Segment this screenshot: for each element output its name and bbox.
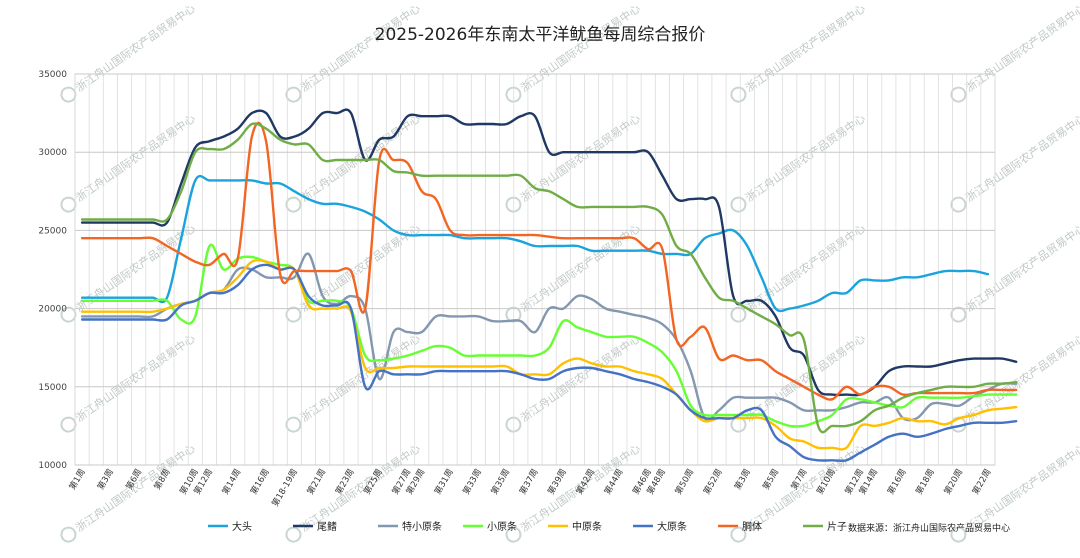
watermark-layer: 浙江舟山国际农产品贸易中心浙江舟山国际农产品贸易中心浙江舟山国际农产品贸易中心浙…	[60, 1, 1080, 543]
x-tick-label: 第14周	[220, 467, 243, 497]
y-tick-label: 30000	[38, 148, 67, 158]
watermark-text: 浙江舟山国际农产品贸易中心	[518, 111, 643, 204]
legend-label: 尾鳍	[317, 520, 337, 533]
series-line-0	[80, 174, 990, 313]
watermark-text: 浙江舟山国际农产品贸易中心	[963, 331, 1080, 424]
watermark-logo-icon	[505, 526, 522, 543]
watermark-logo-icon	[285, 416, 302, 433]
series-line-5	[80, 263, 1018, 463]
watermark-text: 浙江舟山国际农产品贸易中心	[963, 221, 1080, 314]
watermark-text: 浙江舟山国际农产品贸易中心	[298, 111, 423, 204]
watermark-stamp: 浙江舟山国际农产品贸易中心	[505, 111, 643, 213]
watermark-stamp: 浙江舟山国际农产品贸易中心	[505, 1, 643, 103]
watermark-logo-icon	[730, 526, 747, 543]
x-tick-label: 第33周	[461, 467, 484, 497]
watermark-stamp: 浙江舟山国际农产品贸易中心	[730, 1, 868, 103]
series-line-7	[80, 122, 1018, 434]
watermark-text: 浙江舟山国际农产品贸易中心	[518, 1, 643, 94]
y-tick-label: 20000	[38, 305, 67, 315]
watermark-stamp: 浙江舟山国际农产品贸易中心	[60, 1, 198, 103]
watermark-text: 浙江舟山国际农产品贸易中心	[743, 1, 868, 94]
x-tick-label: 第5周	[760, 467, 781, 492]
legend-label: 胴体	[742, 521, 762, 533]
watermark-logo-icon	[285, 526, 302, 543]
series-line-2	[80, 252, 1018, 422]
legend-label: 小原条	[487, 520, 517, 533]
watermark-logo-icon	[60, 196, 77, 213]
watermark-text: 浙江舟山国际农产品贸易中心	[963, 111, 1080, 204]
x-tick-label: 第52周	[701, 467, 724, 497]
grid-layer	[74, 73, 996, 466]
data-source: 数据来源：浙江舟山国际农产品贸易中心	[848, 522, 1010, 534]
x-tick-label: 第16周	[885, 467, 908, 497]
watermark-text: 浙江舟山国际农产品贸易中心	[963, 1, 1080, 94]
x-tick-label: 第18周	[913, 467, 936, 497]
watermark-text: 浙江舟山国际农产品贸易中心	[743, 111, 868, 204]
legend-label: 中原条	[572, 520, 602, 533]
x-tick-label: 第50周	[673, 467, 696, 497]
x-tick-label: 第31周	[432, 467, 455, 497]
x-tick-label: 第20周	[942, 467, 965, 497]
x-tick-label: 第37周	[517, 467, 540, 497]
watermark-stamp: 浙江舟山国际农产品贸易中心	[60, 331, 198, 433]
watermark-logo-icon	[60, 526, 77, 543]
x-tick-label: 第3周	[95, 467, 116, 492]
watermark-stamp: 浙江舟山国际农产品贸易中心	[285, 331, 423, 433]
watermark-text: 浙江舟山国际农产品贸易中心	[73, 331, 198, 424]
y-tick-label: 35000	[38, 70, 67, 80]
x-tick-label: 第3周	[732, 467, 753, 492]
watermark-text: 浙江舟山国际农产品贸易中心	[73, 1, 198, 94]
y-tick-label: 15000	[38, 383, 67, 393]
watermark-stamp: 浙江舟山国际农产品贸易中心	[60, 441, 198, 543]
watermark-logo-icon	[60, 306, 77, 323]
watermark-stamp: 浙江舟山国际农产品贸易中心	[950, 111, 1080, 213]
watermark-logo-icon	[505, 86, 522, 103]
chart-title: 2025-2026年东南太平洋鱿鱼每周综合报价	[375, 25, 706, 45]
watermark-stamp: 浙江舟山国际农产品贸易中心	[730, 111, 868, 213]
legend: 大头 尾鳍 特小原条 小原条 中原条 大原条 胴体 片子	[208, 520, 847, 533]
watermark-logo-icon	[505, 196, 522, 213]
watermark-text: 浙江舟山国际农产品贸易中心	[518, 331, 643, 424]
watermark-stamp: 浙江舟山国际农产品贸易中心	[950, 1, 1080, 103]
watermark-stamp: 浙江舟山国际农产品贸易中心	[285, 111, 423, 213]
x-tick-label: 第22周	[970, 467, 993, 497]
series-line-4	[80, 259, 1018, 451]
watermark-logo-icon	[505, 416, 522, 433]
watermark-logo-icon	[950, 526, 967, 543]
watermark-logo-icon	[730, 86, 747, 103]
watermark-stamp: 浙江舟山国际农产品贸易中心	[285, 1, 423, 103]
x-tick-label: 第18-19周	[270, 467, 300, 509]
legend-label: 大原条	[657, 520, 687, 533]
legend-label: 大头	[232, 520, 252, 533]
legend-label: 特小原条	[402, 520, 442, 533]
y-tick-label: 10000	[38, 461, 67, 471]
x-tick-label: 第21周	[305, 467, 328, 497]
watermark-logo-icon	[730, 196, 747, 213]
watermark-stamp: 浙江舟山国际农产品贸易中心	[505, 331, 643, 433]
watermark-text: 浙江舟山国际农产品贸易中心	[298, 1, 423, 94]
series-line-6	[80, 121, 1018, 401]
y-tick-label: 25000	[38, 226, 67, 236]
watermark-logo-icon	[285, 196, 302, 213]
watermark-logo-icon	[60, 86, 77, 103]
legend-label: 片子	[827, 520, 847, 533]
x-tick-label: 第16周	[248, 467, 271, 497]
series-layer	[80, 108, 1018, 463]
x-tick-label: 第1周	[67, 467, 88, 492]
watermark-logo-icon	[60, 416, 77, 433]
watermark-logo-icon	[285, 86, 302, 103]
x-tick-label: 第35周	[489, 467, 512, 497]
